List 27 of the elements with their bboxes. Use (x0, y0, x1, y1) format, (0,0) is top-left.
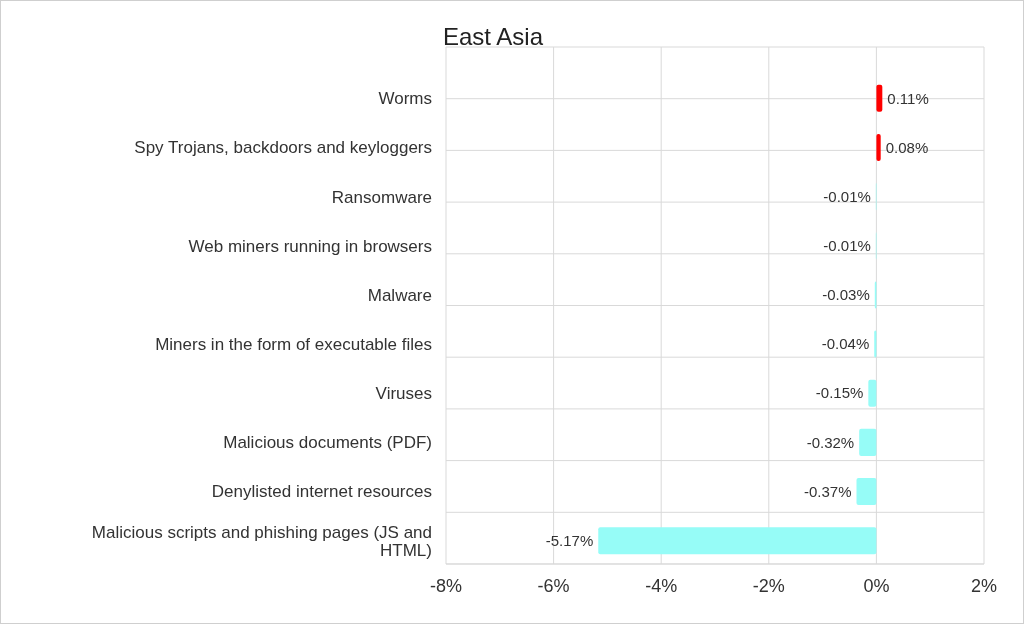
y-tick-label: Spy Trojans, backdoors and keyloggers (134, 138, 432, 158)
y-tick-label: Malicious scripts and phishing pages (JS and HTML) (91, 522, 432, 561)
data-label: -0.01% (823, 187, 871, 205)
x-tick-label: -6% (537, 576, 570, 596)
y-tick-label: Ransomware (331, 187, 432, 207)
x-tick-label: -8% (429, 576, 463, 596)
y-tick-label: Worms (378, 89, 432, 109)
data-label: -0.04% (821, 335, 870, 353)
y-tick-label: Miners in the form of executable files (155, 335, 432, 355)
data-label: 0.11% (887, 89, 929, 107)
x-tick-label: 0% (863, 576, 890, 596)
data-label: -0.15% (815, 384, 864, 402)
y-tick-label: Malware (367, 285, 432, 305)
data-label: -0.03% (822, 286, 870, 304)
y-tick-label: Viruses (375, 384, 432, 404)
y-tick-label: Malicious documents (PDF) (223, 433, 432, 453)
data-label: -0.32% (806, 433, 855, 451)
data-label: 0.08% (885, 138, 929, 156)
data-label: -0.01% (823, 237, 871, 255)
y-tick-label: Denylisted internet resources (211, 482, 432, 502)
chart-title: East Asia (442, 23, 544, 50)
x-tick-label: -4% (645, 576, 678, 596)
data-label: -0.37% (803, 482, 852, 500)
x-tick-label: -2% (752, 576, 785, 596)
data-label: -5.17% (545, 531, 594, 549)
y-tick-label: Web miners running in browsers (188, 236, 432, 256)
x-tick-label: 2% (970, 576, 998, 596)
